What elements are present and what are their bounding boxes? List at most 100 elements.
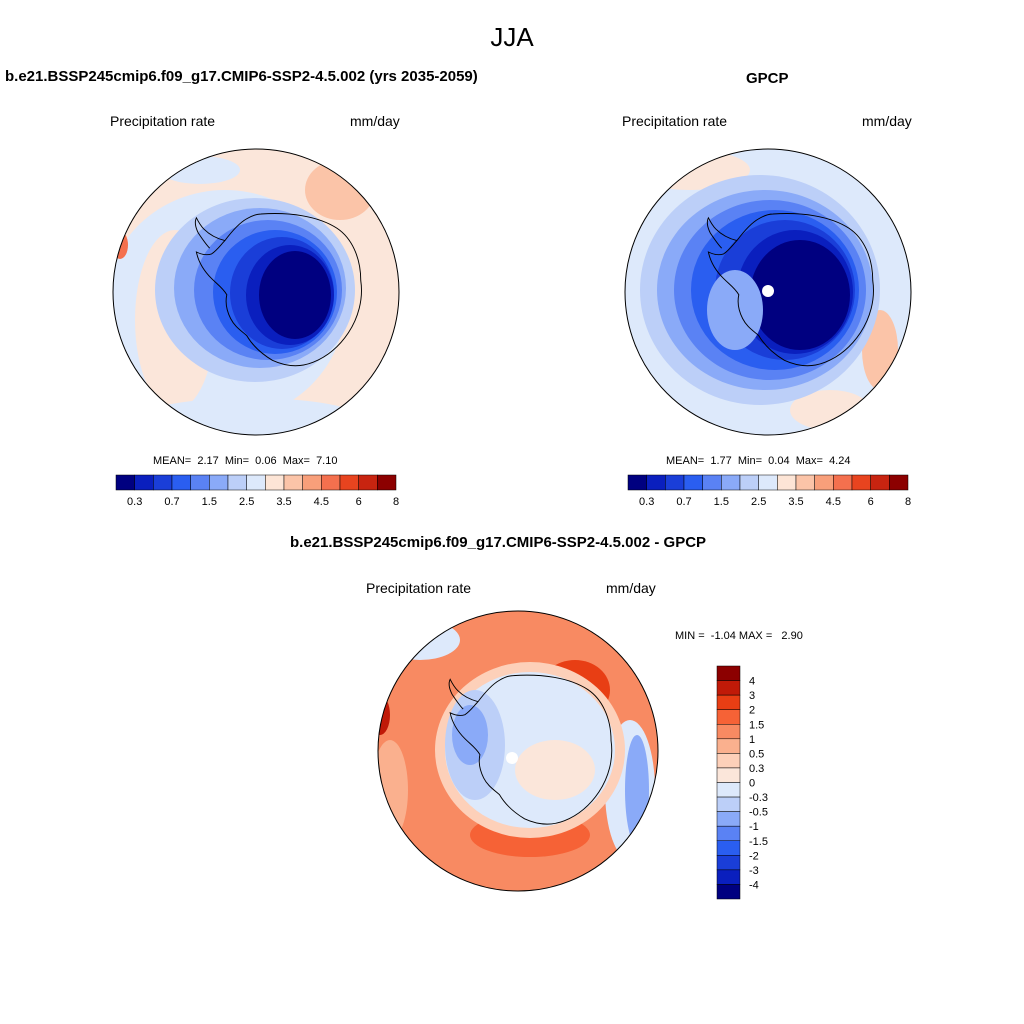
diff-colorbar-swatch bbox=[716, 811, 741, 827]
obs-colorbar-tick-label: 8 bbox=[905, 496, 911, 508]
diff-colorbar-tick-label: -1.5 bbox=[749, 836, 768, 848]
model-colorbar-swatch bbox=[171, 474, 191, 491]
model-colorbar-swatch bbox=[358, 474, 378, 491]
diff-colorbar-swatch bbox=[716, 840, 741, 856]
obs-mean-label: MEAN= bbox=[666, 455, 705, 467]
diff-colorbar-swatch bbox=[716, 724, 741, 740]
model-colorbar-tick-label: 3.5 bbox=[276, 496, 291, 508]
model-max-value: 7.10 bbox=[316, 455, 338, 467]
model-colorbar-tick-label: 4.5 bbox=[314, 496, 329, 508]
diff-colorbar-tick-label: 0.3 bbox=[749, 763, 764, 775]
model-panel-title: b.e21.BSSP245cmip6.f09_g17.CMIP6-SSP2-4.… bbox=[5, 68, 478, 85]
diff-colorbar-swatch bbox=[716, 884, 741, 900]
diff-min-label: MIN = bbox=[675, 630, 705, 642]
model-colorbar-swatch bbox=[377, 474, 397, 491]
obs-colorbar-swatch bbox=[814, 474, 834, 491]
model-min-value: 0.06 bbox=[255, 455, 277, 467]
model-colorbar-tick-label: 2.5 bbox=[239, 496, 254, 508]
obs-colorbar-swatch bbox=[702, 474, 722, 491]
model-variable-label: Precipitation rate bbox=[110, 113, 216, 129]
diff-colorbar-tick-label: 1 bbox=[749, 734, 755, 746]
obs-colorbar-swatch bbox=[889, 474, 909, 491]
diff-colorbar-tick-label: -1 bbox=[749, 821, 759, 833]
diff-colorbar-swatch bbox=[716, 680, 741, 696]
model-mean-label: MEAN= bbox=[153, 455, 192, 467]
diff-colorbar-tick-label: 3 bbox=[749, 690, 755, 702]
model-colorbar-tick-label: 1.5 bbox=[202, 496, 217, 508]
obs-colorbar-tick-label: 1.5 bbox=[714, 496, 729, 508]
model-colorbar-tick-label: 8 bbox=[393, 496, 399, 508]
model-max-label: Max= bbox=[282, 455, 310, 467]
diff-stats: MIN = -1.04 MAX = 2.90 bbox=[675, 630, 803, 642]
obs-colorbar-swatch bbox=[758, 474, 778, 491]
model-colorbar-swatch bbox=[227, 474, 247, 491]
model-colorbar-swatch bbox=[321, 474, 341, 491]
diff-colorbar-swatch bbox=[716, 665, 741, 681]
diff-max-value: 2.90 bbox=[781, 630, 803, 642]
diff-min-value: -1.04 bbox=[710, 630, 736, 642]
diff-colorbar-tick-label: -3 bbox=[749, 865, 759, 877]
model-units-label: mm/day bbox=[350, 113, 400, 129]
model-colorbar-swatch bbox=[190, 474, 210, 491]
obs-colorbar-swatch bbox=[833, 474, 853, 491]
diff-colorbar-tick-label: 2 bbox=[749, 705, 755, 717]
obs-mean-value: 1.77 bbox=[710, 455, 732, 467]
diff-colorbar-swatch bbox=[716, 782, 741, 798]
obs-colorbar-tick-label: 4.5 bbox=[826, 496, 841, 508]
diff-colorbar-tick-label: -0.3 bbox=[749, 792, 768, 804]
obs-colorbar-swatch bbox=[870, 474, 890, 491]
obs-max-value: 4.24 bbox=[829, 455, 851, 467]
model-min-label: Min= bbox=[224, 455, 250, 467]
obs-colorbar-tick-label: 0.7 bbox=[676, 496, 691, 508]
diff-colorbar-swatch bbox=[716, 796, 741, 812]
obs-colorbar-swatch bbox=[721, 474, 741, 491]
model-map bbox=[112, 148, 400, 436]
obs-stats: MEAN= 1.77 Min= 0.04 Max= 4.24 bbox=[666, 455, 850, 467]
diff-colorbar-tick-label: 0 bbox=[749, 778, 755, 790]
model-colorbar-tick-label: 6 bbox=[356, 496, 362, 508]
diff-colorbar-tick-label: -2 bbox=[749, 850, 759, 862]
obs-colorbar-tick-label: 6 bbox=[868, 496, 874, 508]
diff-colorbar: 4 3 2 1.5 1 0.5 0.3 0 -0.3 -0.5 -1 -1.5 -2 -3 -4 bbox=[716, 665, 768, 900]
diff-colorbar-swatch bbox=[716, 694, 741, 710]
obs-colorbar-tick-label: 2.5 bbox=[751, 496, 766, 508]
diff-colorbar-swatch bbox=[716, 738, 741, 754]
model-colorbar-swatch bbox=[246, 474, 266, 491]
model-colorbar-swatch bbox=[134, 474, 154, 491]
diff-colorbar-swatch bbox=[716, 753, 741, 769]
diff-colorbar-swatch bbox=[716, 767, 741, 783]
obs-colorbar-swatch bbox=[777, 474, 797, 491]
diff-colorbar-swatch bbox=[716, 709, 741, 725]
obs-colorbar-swatch bbox=[739, 474, 759, 491]
obs-map bbox=[624, 148, 912, 436]
model-mean-value: 2.17 bbox=[197, 455, 219, 467]
model-colorbar-tick-label: 0.3 bbox=[127, 496, 142, 508]
obs-variable-label: Precipitation rate bbox=[622, 113, 728, 129]
obs-colorbar-swatch bbox=[851, 474, 871, 491]
model-colorbar-swatch bbox=[209, 474, 229, 491]
obs-colorbar-swatch bbox=[646, 474, 666, 491]
model-colorbar-swatch bbox=[115, 474, 135, 491]
obs-units-label: mm/day bbox=[862, 113, 912, 129]
model-colorbar-swatch bbox=[339, 474, 359, 491]
diff-variable-label: Precipitation rate bbox=[366, 580, 472, 596]
diff-colorbar-tick-label: 1.5 bbox=[749, 719, 764, 731]
obs-colorbar-swatch bbox=[683, 474, 703, 491]
diff-colorbar-swatch bbox=[716, 825, 741, 841]
model-stats: MEAN= 2.17 Min= 0.06 Max= 7.10 bbox=[153, 455, 337, 467]
model-colorbar-tick-label: 0.7 bbox=[164, 496, 179, 508]
diff-colorbar-tick-label: 0.5 bbox=[749, 748, 764, 760]
diff-colorbar-swatch bbox=[716, 855, 741, 871]
diff-colorbar-tick-label: -0.5 bbox=[749, 807, 768, 819]
obs-colorbar-swatch bbox=[627, 474, 647, 491]
obs-colorbar-swatch bbox=[665, 474, 685, 491]
figure-title: JJA bbox=[490, 22, 534, 52]
diff-units-label: mm/day bbox=[606, 580, 656, 596]
obs-panel-title: GPCP bbox=[746, 70, 789, 87]
obs-colorbar-tick-label: 0.3 bbox=[639, 496, 654, 508]
obs-colorbar-swatch bbox=[795, 474, 815, 491]
diff-colorbar-tick-label: 4 bbox=[749, 676, 755, 688]
obs-min-value: 0.04 bbox=[768, 455, 790, 467]
model-colorbar-swatch bbox=[265, 474, 285, 491]
